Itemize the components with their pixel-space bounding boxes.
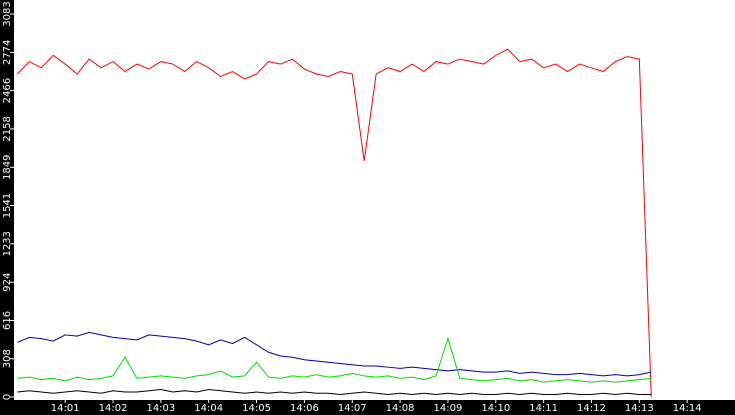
series-line (16, 48, 652, 398)
x-tick-label: 14:08 (386, 403, 415, 414)
y-tick-label: 0 (2, 394, 13, 400)
x-tick-label: 14:03 (146, 403, 175, 414)
series-line (17, 331, 652, 377)
series-line (17, 389, 652, 396)
x-tick-label: 14:04 (194, 403, 223, 414)
x-tick-label: 14:09 (434, 403, 463, 414)
x-tick-label: 14:06 (290, 403, 319, 414)
y-tick-label: 616 (2, 311, 13, 330)
y-tick-label: 2774 (2, 40, 13, 65)
y-tick-label: 2466 (2, 78, 13, 103)
x-tick-label: 14:07 (338, 403, 367, 414)
x-tick-label: 14:05 (242, 403, 271, 414)
x-tick-label: 14:02 (99, 403, 128, 414)
y-tick-label: 3083 (2, 1, 13, 26)
series-line (17, 336, 652, 383)
y-tick-label: 308 (2, 349, 13, 368)
x-tick-label: 14:11 (529, 403, 558, 414)
y-tick-label: 1541 (2, 193, 13, 218)
y-tick-label: 2158 (2, 116, 13, 141)
y-tick-label: 1233 (2, 231, 13, 256)
x-tick-label: 14:13 (625, 403, 654, 414)
x-tick-label: 14:12 (577, 403, 606, 414)
x-axis-strip (0, 400, 735, 415)
y-tick-label: 1849 (2, 155, 13, 180)
x-tick-label: 14:01 (51, 403, 80, 414)
x-tick-label: 14:14 (673, 403, 702, 414)
y-axis-strip (0, 0, 14, 415)
y-tick-label: 924 (2, 273, 13, 292)
x-tick-label: 14:10 (481, 403, 510, 414)
